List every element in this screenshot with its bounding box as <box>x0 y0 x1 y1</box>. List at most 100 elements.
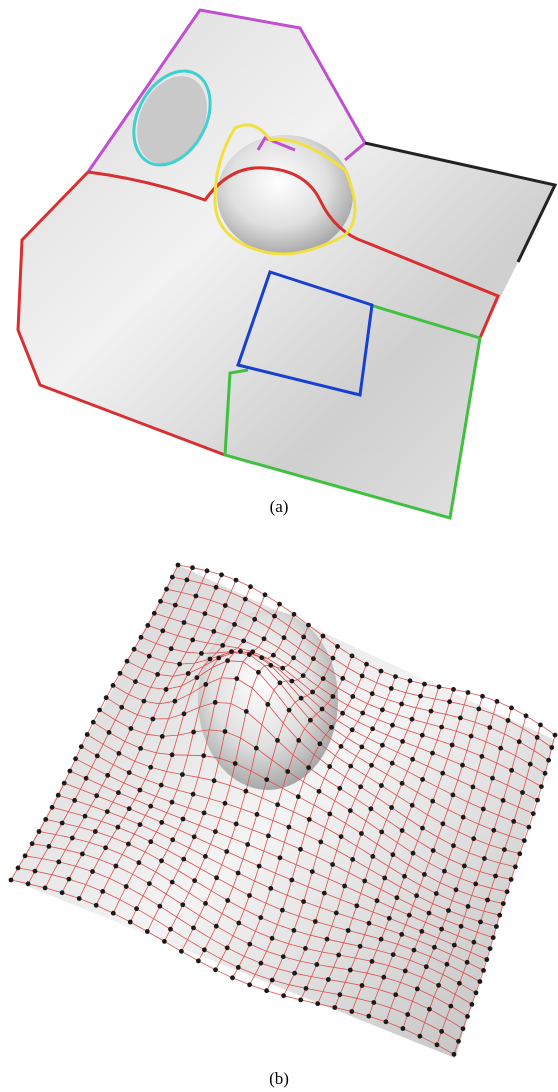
control-point <box>340 711 345 716</box>
control-point <box>151 717 156 722</box>
control-point <box>181 817 186 822</box>
control-point <box>424 964 429 969</box>
control-point <box>23 853 28 858</box>
control-point <box>277 602 282 607</box>
control-point <box>159 783 164 788</box>
control-point <box>358 784 363 789</box>
control-point <box>126 842 131 847</box>
control-point <box>470 1002 475 1007</box>
control-point <box>371 1000 376 1005</box>
control-point <box>458 716 463 721</box>
control-point <box>103 845 108 850</box>
control-point <box>73 756 78 761</box>
control-point <box>384 1019 389 1024</box>
control-point <box>212 778 217 783</box>
control-point <box>359 745 364 750</box>
control-point <box>159 820 164 825</box>
control-point <box>72 798 77 803</box>
control-point <box>472 940 477 945</box>
control-point <box>232 622 237 627</box>
control-point <box>509 768 514 773</box>
control-point <box>370 959 375 964</box>
control-point <box>412 948 417 953</box>
control-point <box>234 578 239 583</box>
control-point <box>216 656 221 661</box>
control-point <box>180 902 185 907</box>
control-point <box>118 671 123 676</box>
control-point <box>275 802 280 807</box>
control-point <box>116 790 121 795</box>
control-point <box>247 652 252 657</box>
control-point <box>213 829 218 834</box>
control-point <box>460 763 465 768</box>
control-point <box>391 852 396 857</box>
control-point <box>494 924 499 929</box>
control-point <box>127 806 132 811</box>
control-point <box>439 725 444 730</box>
control-point <box>452 1052 457 1057</box>
control-point <box>62 781 67 786</box>
control-point <box>223 801 228 806</box>
control-point <box>318 741 323 746</box>
control-point <box>205 568 210 573</box>
control-point <box>310 869 315 874</box>
control-point <box>60 890 65 895</box>
control-point <box>95 754 100 759</box>
control-point <box>234 676 239 681</box>
control-point <box>155 672 160 677</box>
control-point <box>191 792 196 797</box>
control-point <box>485 898 490 903</box>
control-point <box>393 674 398 679</box>
control-point <box>170 575 175 580</box>
control-point <box>450 743 455 748</box>
control-point <box>43 817 48 822</box>
control-point <box>107 730 112 735</box>
control-point <box>162 939 167 944</box>
control-point <box>298 847 303 852</box>
control-point <box>134 906 139 911</box>
control-point <box>252 617 257 622</box>
control-point <box>322 891 327 896</box>
control-point <box>132 647 137 652</box>
control-point <box>342 884 347 889</box>
control-point <box>379 937 384 942</box>
control-point <box>358 944 363 949</box>
control-point <box>471 785 476 790</box>
control-point <box>469 734 474 739</box>
control-point <box>379 669 384 674</box>
control-point <box>448 1004 453 1009</box>
control-point <box>192 878 197 883</box>
control-point <box>262 636 267 641</box>
control-point <box>225 898 230 903</box>
control-point <box>307 817 312 822</box>
control-point <box>268 886 273 891</box>
control-point <box>359 831 364 836</box>
control-point <box>257 864 262 869</box>
control-point <box>186 671 191 676</box>
control-point <box>509 706 514 711</box>
control-point <box>97 708 102 713</box>
control-point <box>457 981 462 986</box>
control-point <box>254 746 259 751</box>
control-point <box>491 828 496 833</box>
control-point <box>196 959 201 964</box>
control-point <box>270 936 275 941</box>
control-point <box>37 829 42 834</box>
control-point <box>391 952 396 957</box>
control-point <box>410 757 415 762</box>
control-point <box>147 881 152 886</box>
control-point <box>553 733 558 738</box>
control-point <box>290 679 295 684</box>
control-point <box>493 874 498 879</box>
control-point <box>238 649 243 654</box>
control-point <box>137 860 142 865</box>
control-point <box>145 623 150 628</box>
control-point <box>26 881 31 886</box>
control-point <box>461 815 466 820</box>
control-point <box>272 614 277 619</box>
control-point <box>502 847 507 852</box>
control-point <box>370 691 375 696</box>
control-point <box>379 830 384 835</box>
control-point <box>119 705 124 710</box>
control-point <box>203 901 208 906</box>
